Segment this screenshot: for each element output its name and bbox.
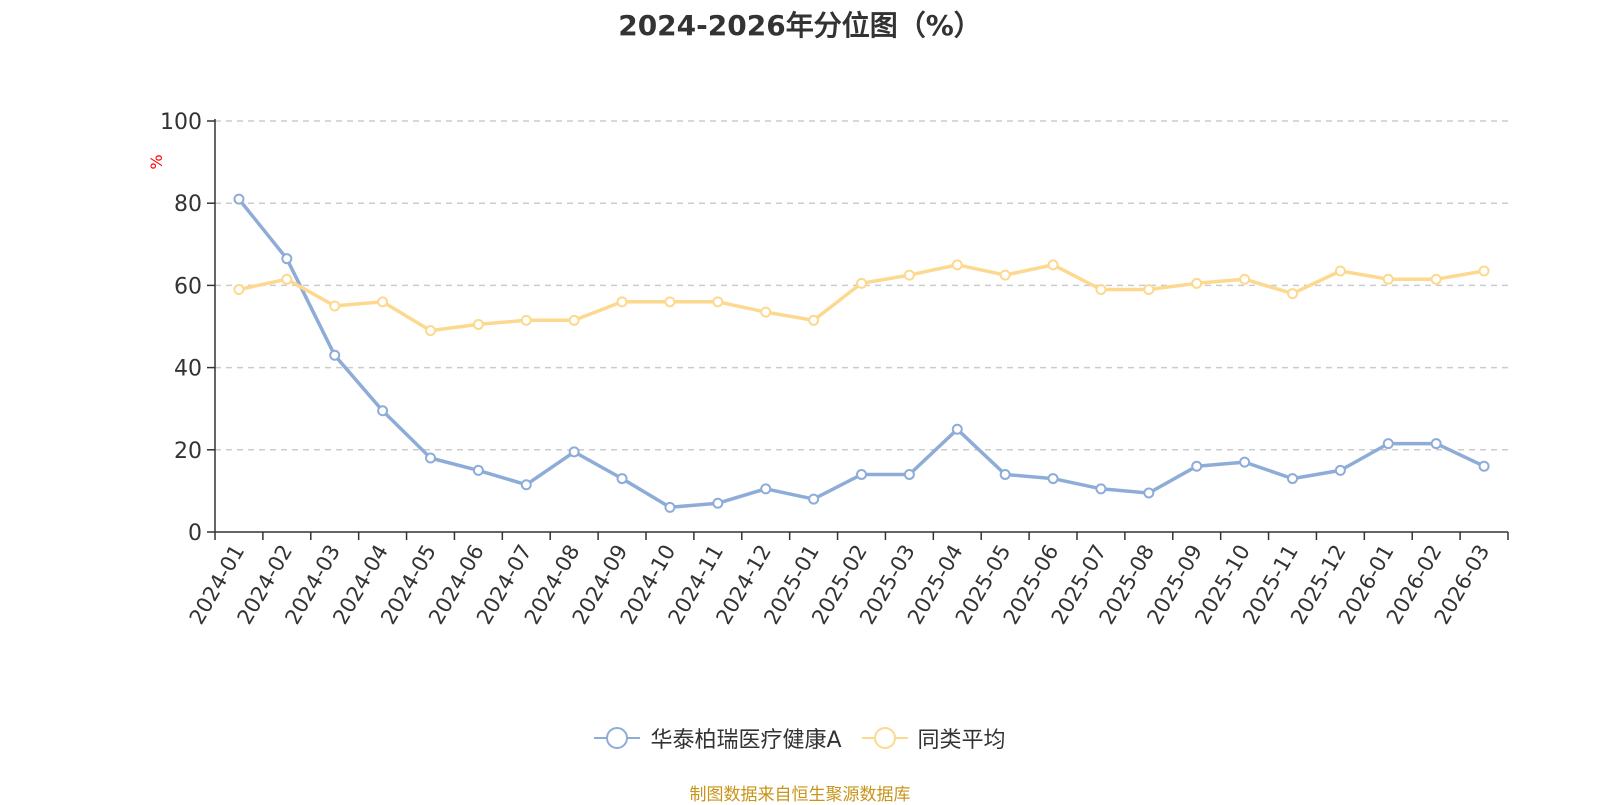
data-point-a[interactable]: [1191, 460, 1203, 472]
series-line-a: [237, 198, 1485, 510]
data-point-b[interactable]: [568, 314, 580, 326]
data-point-a[interactable]: [664, 501, 676, 513]
data-point-b[interactable]: [999, 269, 1011, 281]
data-point-b[interactable]: [1095, 284, 1107, 296]
data-point-a[interactable]: [616, 473, 628, 485]
data-point-a[interactable]: [951, 423, 963, 435]
data-point-a[interactable]: [999, 468, 1011, 480]
data-point-a[interactable]: [903, 468, 915, 480]
data-point-a[interactable]: [377, 405, 389, 417]
data-point-b[interactable]: [616, 296, 628, 308]
legend-label-series-b: 同类平均: [917, 728, 1006, 753]
data-point-b[interactable]: [472, 318, 484, 330]
data-point-b[interactable]: [329, 300, 341, 312]
legend-marker-series-b: [861, 727, 908, 749]
legend-item-series-a[interactable]: 华泰柏瑞医疗健康A: [594, 722, 842, 754]
data-point-a[interactable]: [1382, 438, 1394, 450]
y-tick-label: 100: [160, 110, 202, 135]
data-point-b[interactable]: [1191, 277, 1203, 289]
data-point-b[interactable]: [951, 259, 963, 271]
y-axis-label: %: [147, 154, 166, 169]
data-point-a[interactable]: [1239, 456, 1251, 468]
axes: 020406080100%2024-012024-022024-032024-0…: [147, 110, 1509, 628]
data-point-a[interactable]: [329, 349, 341, 361]
data-point-a[interactable]: [1047, 473, 1059, 485]
data-point-b[interactable]: [712, 296, 724, 308]
series-line-b: [238, 263, 1485, 333]
data-point-a[interactable]: [520, 479, 532, 491]
data-point-b[interactable]: [281, 273, 293, 285]
legend-marker-series-a: [594, 727, 641, 749]
data-point-a[interactable]: [712, 497, 724, 509]
data-point-b[interactable]: [808, 314, 820, 326]
data-point-b[interactable]: [1382, 273, 1394, 285]
data-point-b[interactable]: [1287, 288, 1298, 300]
y-tick-label: 60: [174, 274, 202, 299]
data-point-b[interactable]: [1478, 265, 1490, 277]
legend-item-series-b[interactable]: 同类平均: [861, 722, 1006, 754]
data-point-a[interactable]: [1287, 473, 1298, 485]
data-points: [233, 193, 1490, 513]
data-point-b[interactable]: [1143, 284, 1155, 296]
legend-label-series-a: 华泰柏瑞医疗健康A: [650, 728, 842, 753]
data-point-a[interactable]: [856, 468, 867, 480]
data-point-a[interactable]: [281, 253, 293, 265]
data-point-b[interactable]: [903, 269, 915, 281]
data-point-b[interactable]: [1430, 273, 1442, 285]
data-point-a[interactable]: [472, 464, 484, 476]
y-tick-label: 80: [174, 192, 202, 217]
data-point-b[interactable]: [856, 277, 867, 289]
chart-title: 2024-2026年分位图（%）: [618, 9, 982, 42]
y-tick-label: 40: [174, 357, 202, 382]
data-point-b[interactable]: [520, 314, 532, 326]
data-point-a[interactable]: [1430, 438, 1442, 450]
data-point-a[interactable]: [1478, 460, 1490, 472]
y-tick-label: 20: [174, 439, 202, 464]
data-point-b[interactable]: [425, 325, 436, 337]
data-point-b[interactable]: [760, 306, 772, 318]
series-lines: [237, 198, 1485, 510]
data-point-b[interactable]: [377, 296, 389, 308]
data-point-a[interactable]: [568, 446, 580, 458]
data-point-a[interactable]: [425, 452, 436, 464]
legend: 华泰柏瑞医疗健康A 同类平均: [0, 722, 1600, 754]
data-point-a[interactable]: [1334, 464, 1346, 476]
y-tick-label: 0: [188, 521, 202, 546]
data-point-b[interactable]: [233, 284, 245, 296]
data-point-a[interactable]: [233, 193, 245, 205]
data-point-b[interactable]: [1047, 259, 1059, 271]
data-point-a[interactable]: [1095, 483, 1107, 495]
source-note: 制图数据来自恒生聚源数据库: [689, 785, 911, 805]
data-point-a[interactable]: [1143, 487, 1155, 499]
data-point-b[interactable]: [1334, 265, 1346, 277]
data-point-a[interactable]: [760, 483, 772, 495]
data-point-a[interactable]: [808, 493, 820, 505]
data-point-b[interactable]: [1239, 273, 1251, 285]
data-point-b[interactable]: [664, 296, 676, 308]
